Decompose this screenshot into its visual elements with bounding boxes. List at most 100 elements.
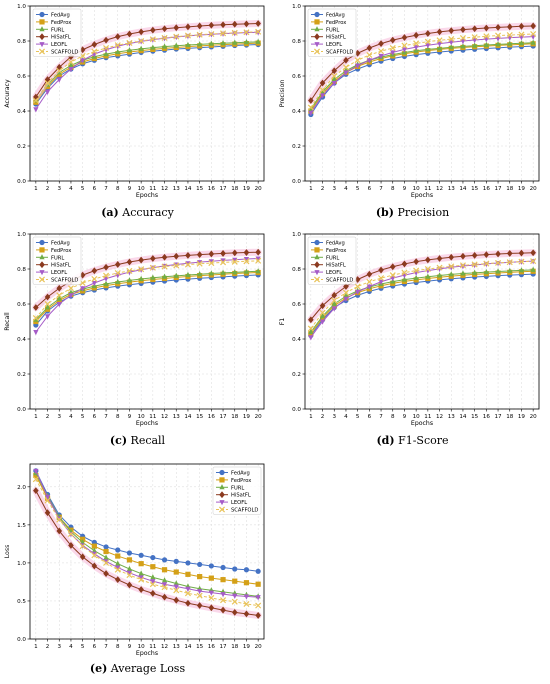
data-point-leofl [448,40,454,46]
data-point-leofl [208,259,214,265]
data-point-scaffold [436,37,443,44]
y-tick-label: 0.2 [17,144,26,150]
data-point-scaffold [243,29,250,36]
legend-marker-furl [39,26,45,32]
legend-marker-scaffold [313,276,321,283]
data-point-fedprox [173,569,179,575]
data-point-furl [126,47,133,53]
data-point-scaffold [518,31,525,38]
data-point-fedprox [115,553,121,559]
x-tick-label: 3 [332,414,336,420]
data-point-scaffold [161,34,168,41]
data-point-leofl [355,63,361,69]
data-point-leofl [68,67,74,73]
data-point-leofl [56,77,62,83]
data-point-scaffold [220,259,227,266]
x-tick-label: 12 [436,186,443,192]
x-tick-label: 14 [459,414,467,420]
x-tick-label: 19 [518,414,526,420]
data-point-hisatfl [44,509,51,517]
legend-marker-fedavg [314,239,320,246]
series-line-scaffold [35,31,259,101]
data-point-leofl [185,586,191,592]
data-point-scaffold [184,590,191,597]
y-tick-label: 0.8 [17,39,26,45]
data-point-furl [138,570,144,576]
legend-label-scaffold: SCAFFOLD [51,50,78,56]
data-point-hisatfl [401,34,408,41]
data-point-furl [436,45,443,51]
x-axis-label: Epochs [136,420,158,427]
data-point-fedprox [138,561,144,567]
legend-label-leofl: LEOFL [326,42,342,48]
data-point-scaffold [530,258,537,265]
x-tick-label: 16 [208,414,216,420]
x-tick-label: 20 [530,186,538,192]
data-point-leofl [197,589,203,595]
data-point-hisatfl [220,21,226,29]
data-point-scaffold [208,260,215,267]
data-point-fedavg [243,567,250,573]
y-tick-label: 0.6 [17,74,26,80]
data-point-scaffold [495,259,502,266]
caption-loss: (e) Average Loss [0,662,275,675]
x-tick-label: 8 [116,414,120,420]
data-point-hisatfl [425,30,431,37]
data-point-hisatfl [103,570,109,577]
data-point-fedprox [185,571,191,577]
x-tick-label: 18 [231,644,239,650]
series-line-scaffold [310,260,534,329]
data-point-leofl [220,592,226,598]
x-tick-label: 16 [208,186,216,192]
data-point-leofl [126,570,133,577]
data-point-hisatfl [173,252,180,260]
legend-label-fedavg: FedAvg [51,13,70,19]
data-point-scaffold [126,572,133,579]
data-point-leofl [460,39,466,45]
data-point-scaffold [495,32,502,39]
x-tick-label: 4 [344,186,348,192]
data-point-leofl [255,256,261,262]
data-point-hisatfl [150,589,156,597]
series-hisatfl [32,487,262,619]
data-point-hisatfl [138,28,144,36]
legend-label-leofl: LEOFL [326,270,342,276]
y-tick-label: 0.4 [292,337,301,343]
data-point-scaffold [255,602,262,609]
data-point-scaffold [32,314,39,322]
data-point-furl [243,39,250,45]
x-tick-label: 3 [57,414,61,420]
series-line-furl [35,270,259,321]
data-point-leofl [103,559,109,565]
data-point-fedprox [161,567,168,573]
x-tick-label: 13 [173,186,181,192]
y-tick-label: 0.5 [17,599,26,605]
data-point-hisatfl [196,22,203,30]
legend-label-leofl: LEOFL [51,42,67,48]
x-tick-label: 7 [104,186,108,192]
legend-label-fedavg: FedAvg [326,13,345,19]
data-point-leofl [255,595,261,601]
data-point-furl [103,50,109,57]
legend-marker-leofl [314,270,320,276]
y-axis-label: Loss [4,545,11,559]
data-point-hisatfl [518,22,525,30]
legend-label-furl: FURL [326,27,339,33]
x-tick-label: 5 [81,414,85,420]
y-tick-label: 1.0 [17,232,26,238]
data-point-scaffold [483,260,490,267]
data-point-scaffold [208,594,215,601]
data-point-scaffold [378,275,385,282]
legend-label-fedavg: FedAvg [51,241,70,247]
data-point-hisatfl [196,251,203,259]
legend-label-fedprox: FedProx [51,248,71,254]
caption-accuracy: (a) Accuracy [0,206,275,219]
x-tick-label: 19 [518,186,526,192]
data-point-furl [126,277,133,283]
data-point-hisatfl [56,527,63,535]
x-tick-label: 20 [255,414,263,420]
legend-label-fedprox: FedProx [326,20,346,26]
data-point-leofl [115,565,121,571]
x-tick-label: 17 [219,644,227,650]
